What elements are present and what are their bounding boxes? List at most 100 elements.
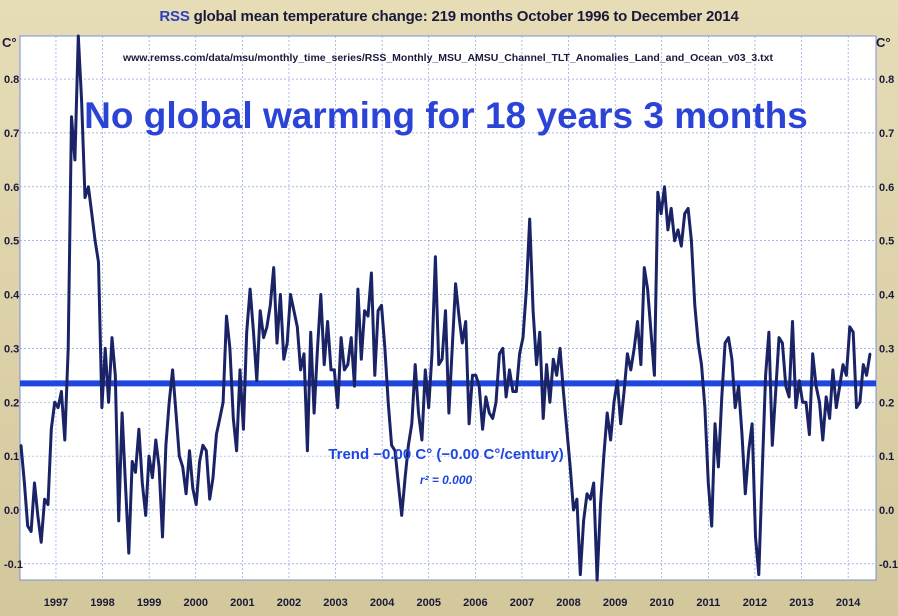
x-tick-label: 2003 [323,597,347,609]
data-point [248,287,252,291]
data-point [29,530,33,533]
data-point [141,481,144,485]
data-point [36,514,39,517]
data-point [353,384,356,388]
data-point [114,374,117,377]
data-point [744,492,747,495]
data-point [542,417,545,420]
data-point [491,417,494,420]
x-tick-label: 2001 [230,597,254,609]
data-point [467,422,471,425]
data-point [215,433,218,436]
data-point [124,481,127,485]
data-point [356,287,360,291]
data-point [754,535,757,539]
headline: No global warming for 18 years 3 months [84,95,808,136]
data-point [481,428,484,431]
y-tick-label: 0.3 [879,343,894,355]
trend-label: Trend −0.00 C° (−0.00 C°/century) [328,446,563,463]
data-point [134,471,137,474]
data-point [390,444,393,447]
data-point [750,422,754,425]
data-point [184,492,188,495]
title-rest: global mean temperature change: 219 mont… [193,8,739,25]
data-point [269,304,272,307]
data-point [427,406,430,409]
data-point [798,379,801,382]
data-point [387,401,390,404]
data-point [178,454,181,458]
y-tick-label: 0.8 [4,74,19,86]
data-point [434,255,437,258]
data-point [757,573,760,576]
data-point [707,481,710,485]
data-point [552,358,555,361]
data-point [363,309,366,312]
data-point [380,304,383,307]
data-point [255,379,258,382]
data-point [144,514,147,517]
data-point [636,320,639,323]
data-point [548,401,552,404]
data-point [461,341,464,345]
data-point [626,352,629,355]
data-point [727,336,730,339]
data-point [26,524,29,528]
data-point [653,374,656,377]
data-point [333,368,336,372]
data-point [19,444,23,447]
data-point [565,428,568,431]
data-point [589,498,592,501]
data-point [228,347,232,350]
data-point [612,401,616,404]
data-point [282,358,285,361]
data-point [488,411,491,415]
data-point [713,422,717,425]
y-unit-left: C° [2,35,17,50]
data-point [275,341,279,345]
data-point [50,428,53,431]
plot-area [19,35,877,581]
data-point [205,449,208,452]
data-point [515,390,518,393]
data-point [440,358,444,361]
data-point [137,428,141,431]
data-point [131,460,134,463]
y-tick-label: 0.0 [879,505,894,517]
data-point [157,465,161,469]
data-point [221,401,225,404]
data-points [19,34,872,582]
y-tick-label: -0.1 [879,559,898,571]
data-point [858,401,862,404]
data-point [845,374,848,377]
data-point [323,363,326,366]
data-point [292,309,296,312]
data-point [521,336,525,339]
data-point [218,417,221,420]
data-point [801,401,804,404]
data-point [171,368,174,372]
data-point [373,374,376,377]
data-point [639,363,643,366]
data-point [545,363,548,366]
data-point [508,368,511,372]
data-point [360,358,363,361]
data-point [242,428,245,431]
title-prefix: RSS [159,8,190,25]
data-point [531,309,535,312]
data-point [265,325,269,329]
data-point [656,191,659,194]
data-point [104,347,107,350]
data-point [60,390,63,393]
data-point [397,481,400,485]
data-point [73,158,77,162]
y-tick-label: 0.1 [4,451,19,463]
data-point [737,384,740,388]
data-point [424,368,427,372]
data-point [643,266,646,269]
data-point [619,422,622,425]
data-point [676,228,680,232]
data-point [730,358,734,361]
data-point [447,411,451,415]
data-point [595,578,599,582]
